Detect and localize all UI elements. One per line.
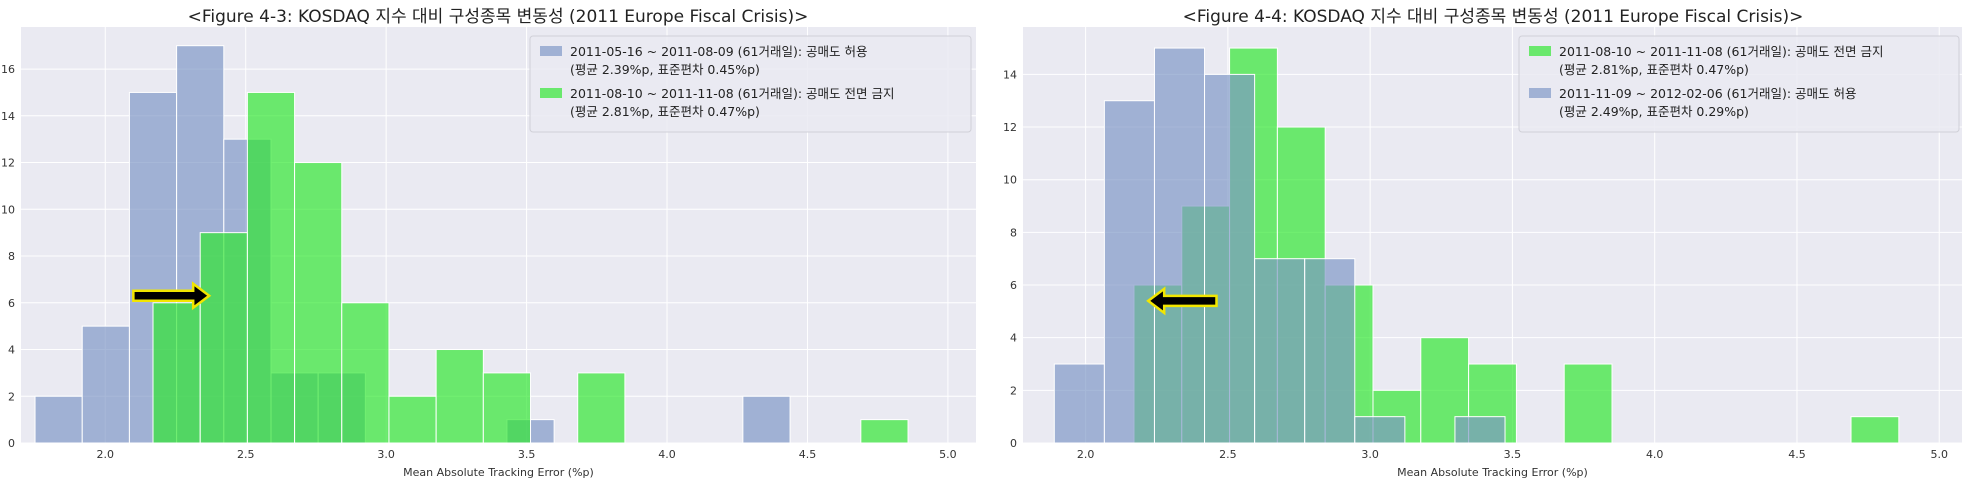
y-tick-label: 12 — [1, 157, 15, 170]
arrow-annotation — [132, 281, 212, 311]
x-tick-label: 5.0 — [1930, 448, 1948, 461]
legend: 2011-08-10 ~ 2011-11-08 (61거래일): 공매도 전면 … — [1518, 35, 1960, 133]
y-tick-label: 0 — [8, 437, 15, 450]
y-tick-label: 8 — [8, 250, 15, 263]
legend-box — [1518, 35, 1960, 133]
histogram-bar — [246, 91, 296, 444]
y-tick-label: 2 — [8, 390, 15, 403]
x-tick-label: 4.5 — [799, 448, 817, 461]
legend-label-stats: (평균 2.81%p, 표준편차 0.47%p) — [1559, 62, 1749, 77]
histogram-bar — [199, 232, 248, 444]
legend-swatch — [1529, 88, 1551, 98]
y-tick-label: 12 — [1003, 121, 1017, 134]
legend-swatch — [540, 88, 562, 98]
legend-swatch — [1529, 46, 1551, 56]
chart-title: <Figure 4-3: KOSDAQ 지수 대비 구성종목 변동성 (2011… — [188, 7, 809, 27]
histogram-bar — [1103, 100, 1155, 444]
x-tick-label: 2.5 — [237, 448, 255, 461]
histogram-bar — [435, 349, 484, 444]
y-tick-label: 8 — [1010, 226, 1017, 239]
legend-box — [529, 35, 972, 133]
series-1 — [152, 91, 909, 444]
histogram-bar — [81, 325, 130, 444]
y-tick-label: 6 — [1010, 279, 1017, 292]
y-tick-label: 4 — [8, 344, 15, 357]
histogram-bar — [1850, 416, 1900, 444]
histogram-bar — [1354, 416, 1406, 444]
y-tick-label: 2 — [1010, 384, 1017, 397]
x-tick-label: 3.5 — [1504, 448, 1522, 461]
histogram-bar — [152, 302, 201, 444]
histogram-bar — [1254, 258, 1306, 444]
histogram-bar — [1454, 416, 1506, 444]
x-tick-label: 2.5 — [1219, 448, 1237, 461]
series-1 — [1053, 47, 1506, 444]
legend-swatch — [540, 46, 562, 56]
x-tick-label: 4.5 — [1788, 448, 1806, 461]
legend-label: 2011-11-09 ~ 2012-02-06 (61거래일): 공매도 허용 — [1559, 86, 1857, 101]
histogram-bar — [577, 372, 626, 444]
legend-label: 2011-08-10 ~ 2011-11-08 (61거래일): 공매도 전면 … — [1559, 44, 1883, 59]
histogram-bar — [482, 372, 532, 444]
x-tick-label: 4.0 — [658, 448, 676, 461]
x-axis-label: Mean Absolute Tracking Error (%p) — [403, 466, 594, 479]
arrow-annotation — [1146, 286, 1218, 316]
x-tick-label: 3.5 — [518, 448, 536, 461]
histogram-bar — [1304, 258, 1356, 444]
y-tick-label: 10 — [1, 203, 15, 216]
y-tick-label: 6 — [8, 297, 15, 310]
y-tick-label: 14 — [1003, 68, 1017, 81]
legend-label-stats: (평균 2.81%p, 표준편차 0.47%p) — [570, 104, 760, 119]
x-tick-label: 4.0 — [1646, 448, 1664, 461]
y-tick-label: 14 — [1, 110, 15, 123]
y-tick-label: 10 — [1003, 174, 1017, 187]
chart-title: <Figure 4-4: KOSDAQ 지수 대비 구성종목 변동성 (2011… — [1183, 7, 1804, 27]
legend-label: 2011-08-10 ~ 2011-11-08 (61거래일): 공매도 전면 … — [570, 86, 894, 101]
histogram-bar — [1153, 47, 1206, 444]
histogram-bar — [34, 395, 83, 444]
y-tick-label: 4 — [1010, 332, 1017, 345]
x-tick-label: 5.0 — [939, 448, 957, 461]
histogram-bar — [341, 302, 390, 444]
y-tick-label: 0 — [1010, 437, 1017, 450]
histogram-bar — [860, 419, 909, 444]
x-tick-label: 2.0 — [97, 448, 115, 461]
x-tick-label: 3.0 — [377, 448, 395, 461]
x-axis-label: Mean Absolute Tracking Error (%p) — [1397, 466, 1588, 479]
y-tick-label: 16 — [1, 63, 15, 76]
chart-figure-4-3: <Figure 4-3: KOSDAQ 지수 대비 구성종목 변동성 (2011… — [1, 7, 976, 479]
histogram-bar — [1204, 73, 1256, 444]
legend-label: 2011-05-16 ~ 2011-08-09 (61거래일): 공매도 허용 — [570, 44, 868, 59]
legend-label-stats: (평균 2.39%p, 표준편차 0.45%p) — [570, 62, 760, 77]
chart-figure-4-4: <Figure 4-4: KOSDAQ 지수 대비 구성종목 변동성 (2011… — [1003, 7, 1962, 479]
legend: 2011-05-16 ~ 2011-08-09 (61거래일): 공매도 허용 (… — [529, 35, 972, 133]
histogram-bar — [388, 395, 437, 444]
histogram-bar — [294, 162, 343, 444]
x-tick-label: 3.0 — [1361, 448, 1379, 461]
histogram-bar — [1053, 363, 1105, 444]
histogram-bar — [742, 395, 791, 444]
legend-label-stats: (평균 2.49%p, 표준편차 0.29%p) — [1559, 104, 1749, 119]
x-tick-label: 2.0 — [1077, 448, 1095, 461]
histogram-bar — [1563, 363, 1613, 444]
